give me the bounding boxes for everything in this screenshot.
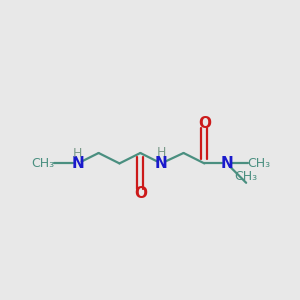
Text: N: N [220, 156, 233, 171]
Text: N: N [155, 156, 168, 171]
Text: CH₃: CH₃ [248, 157, 271, 170]
Text: H: H [157, 146, 166, 159]
Text: O: O [198, 116, 211, 131]
Text: O: O [134, 186, 147, 201]
Text: H: H [73, 147, 83, 160]
Text: N: N [71, 156, 84, 171]
Text: CH₃: CH₃ [31, 157, 54, 170]
Text: CH₃: CH₃ [235, 170, 258, 183]
